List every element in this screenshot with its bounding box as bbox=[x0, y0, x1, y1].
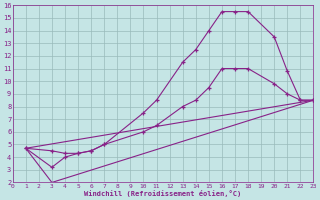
X-axis label: Windchill (Refroidissement éolien,°C): Windchill (Refroidissement éolien,°C) bbox=[84, 190, 242, 197]
